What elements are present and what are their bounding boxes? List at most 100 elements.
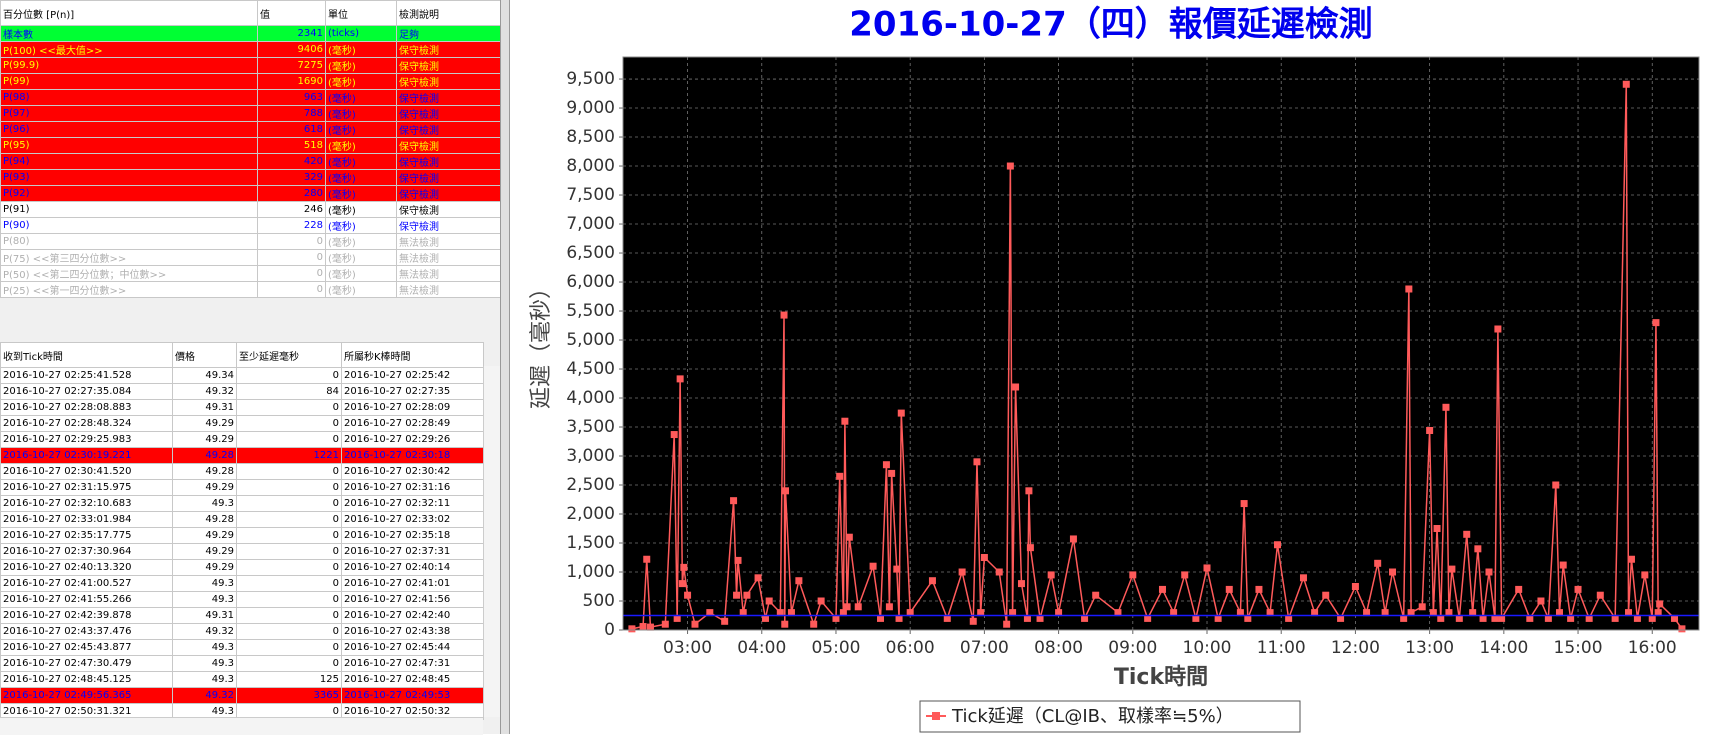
data-point — [1337, 614, 1345, 622]
data-point — [1203, 564, 1211, 572]
tick-row[interactable]: 2016-10-27 02:25:41.528 49.34 0 2016-10-27 … — [0, 367, 484, 384]
data-point — [1596, 591, 1604, 599]
cell: 保守檢測 — [396, 185, 501, 202]
data-point — [854, 603, 862, 611]
percentile-row: P(93) 329 (毫秒) 保守檢測 — [0, 169, 501, 186]
data-point — [1006, 162, 1014, 170]
tick-row[interactable]: 2016-10-27 02:41:00.527 49.3 0 2016-10-27 0… — [0, 575, 484, 592]
cell: 49.29 — [172, 559, 237, 576]
data-point — [1081, 614, 1089, 622]
data-point — [973, 458, 981, 466]
split-divider[interactable] — [500, 0, 510, 734]
cell: 49.29 — [172, 431, 237, 448]
vertical-scrollbar[interactable] — [483, 366, 501, 717]
y-tick-label: 9,500 — [566, 69, 615, 89]
x-tick-label: 11:00 — [1257, 638, 1306, 658]
cell: 0 — [236, 607, 342, 624]
data-point — [673, 614, 681, 622]
data-point — [678, 580, 686, 588]
tick-row[interactable]: 2016-10-27 02:31:15.975 49.29 0 2016-10-27 … — [0, 479, 484, 496]
cell: 2016-10-27 02:27:35.084 — [0, 383, 173, 400]
x-tick-label: 08:00 — [1034, 638, 1083, 658]
cell: 2016-10-27 02:45:44 — [341, 639, 484, 656]
cell: 2016-10-27 02:32:11 — [341, 495, 484, 512]
tick-row[interactable]: 2016-10-27 02:43:37.476 49.32 0 2016-10-27 … — [0, 623, 484, 640]
data-point — [1418, 603, 1426, 611]
data-point — [1526, 614, 1534, 622]
cell: 49.3 — [172, 639, 237, 656]
y-tick-label: 3,500 — [566, 417, 615, 437]
cell: 0 — [257, 249, 326, 266]
cell: 2016-10-27 02:30:18 — [341, 447, 484, 464]
cell: P(91) — [0, 201, 258, 218]
data-point — [1170, 609, 1178, 617]
cell: 1221 — [236, 447, 342, 464]
cell: 足夠 — [396, 25, 501, 42]
cell: 2016-10-27 02:28:08.883 — [0, 399, 173, 416]
cell: P(90) — [0, 217, 258, 234]
data-point — [661, 620, 669, 628]
data-point — [882, 461, 890, 469]
y-tick-label: 7,500 — [566, 185, 615, 205]
tick-row[interactable]: 2016-10-27 02:47:30.479 49.3 0 2016-10-27 0… — [0, 655, 484, 672]
tick-row[interactable]: 2016-10-27 02:41:55.266 49.3 0 2016-10-27 0… — [0, 591, 484, 608]
cell: 49.3 — [172, 495, 237, 512]
cell: 49.34 — [172, 367, 237, 384]
tick-row[interactable]: 2016-10-27 02:48:45.125 49.3 125 2016-10-27… — [0, 671, 484, 688]
tick-row[interactable]: 2016-10-27 02:30:19.221 49.28 1221 2016-10-… — [0, 447, 484, 464]
column-header[interactable]: 至少延遲毫秒 — [236, 342, 342, 368]
data-point — [1671, 614, 1679, 622]
data-point — [646, 623, 654, 631]
tick-row[interactable]: 2016-10-27 02:37:30.964 49.29 0 2016-10-27 … — [0, 543, 484, 560]
data-point — [1299, 574, 1307, 582]
cell: 2016-10-27 02:41:00.527 — [0, 575, 173, 592]
tick-row[interactable]: 2016-10-27 02:49:56.365 49.32 3365 2016-10-… — [0, 687, 484, 704]
cell: 2016-10-27 02:49:53 — [341, 687, 484, 704]
tick-row[interactable]: 2016-10-27 02:40:13.320 49.29 0 2016-10-27 … — [0, 559, 484, 576]
tick-row[interactable]: 2016-10-27 02:28:48.324 49.29 0 2016-10-27 … — [0, 415, 484, 432]
cell: 0 — [236, 415, 342, 432]
data-point — [1567, 614, 1575, 622]
cell: P(80) — [0, 233, 258, 250]
cell: (毫秒) — [325, 137, 397, 154]
y-tick-label: 500 — [583, 591, 615, 611]
cell: 0 — [236, 591, 342, 608]
column-header[interactable]: 收到Tick時間 — [0, 342, 173, 368]
y-tick-label: 8,500 — [566, 127, 615, 147]
column-header[interactable]: 價格 — [172, 342, 237, 368]
tick-row[interactable]: 2016-10-27 02:29:25.983 49.29 0 2016-10-27 … — [0, 431, 484, 448]
cell: 保守檢測 — [396, 201, 501, 218]
data-point — [832, 614, 840, 622]
cell: 1690 — [257, 73, 326, 90]
cell: 2016-10-27 02:47:31 — [341, 655, 484, 672]
cell: 2016-10-27 02:45:43.877 — [0, 639, 173, 656]
column-header[interactable]: 所屬秒K棒時間 — [341, 342, 484, 368]
data-point — [1622, 80, 1630, 88]
tick-row[interactable]: 2016-10-27 02:45:43.877 49.3 0 2016-10-27 0… — [0, 639, 484, 656]
tick-row[interactable]: 2016-10-27 02:27:35.084 49.32 84 2016-10-27… — [0, 383, 484, 400]
horizontal-scrollbar[interactable] — [0, 717, 483, 735]
percentile-row: P(100) <<最大值>> 9406 (毫秒) 保守檢測 — [0, 41, 501, 58]
tick-row[interactable]: 2016-10-27 02:35:17.775 49.29 0 2016-10-27 … — [0, 527, 484, 544]
cell: 保守檢測 — [396, 73, 501, 90]
cell: 2016-10-27 02:32:10.683 — [0, 495, 173, 512]
data-point — [754, 574, 762, 582]
data-point — [643, 555, 651, 563]
tick-row[interactable]: 2016-10-27 02:28:08.883 49.31 0 2016-10-27 … — [0, 399, 484, 416]
data-point — [928, 577, 936, 585]
tick-row[interactable]: 2016-10-27 02:30:41.520 49.28 0 2016-10-27 … — [0, 463, 484, 480]
percentile-row: P(99.9) 7275 (毫秒) 保守檢測 — [0, 57, 501, 74]
cell: 樣本數 — [0, 25, 258, 42]
tick-row[interactable]: 2016-10-27 02:42:39.878 49.31 0 2016-10-27 … — [0, 607, 484, 624]
tick-row[interactable]: 2016-10-27 02:32:10.683 49.3 0 2016-10-27 0… — [0, 495, 484, 512]
tick-row[interactable]: 2016-10-27 02:33:01.984 49.28 0 2016-10-27 … — [0, 511, 484, 528]
data-point — [1498, 614, 1506, 622]
x-tick-label: 12:00 — [1331, 638, 1380, 658]
y-tick-label: 7,000 — [566, 214, 615, 234]
cell: 49.3 — [172, 575, 237, 592]
cell: 2016-10-27 02:28:48.324 — [0, 415, 173, 432]
percentile-table: 百分位數 [P(n)] 值單位 檢測說明 樣本數 2341 (ticks) 足夠 P(100)… — [0, 0, 501, 298]
data-point — [628, 625, 636, 633]
cell: 無法檢測 — [396, 281, 501, 298]
cell: 0 — [257, 281, 326, 298]
